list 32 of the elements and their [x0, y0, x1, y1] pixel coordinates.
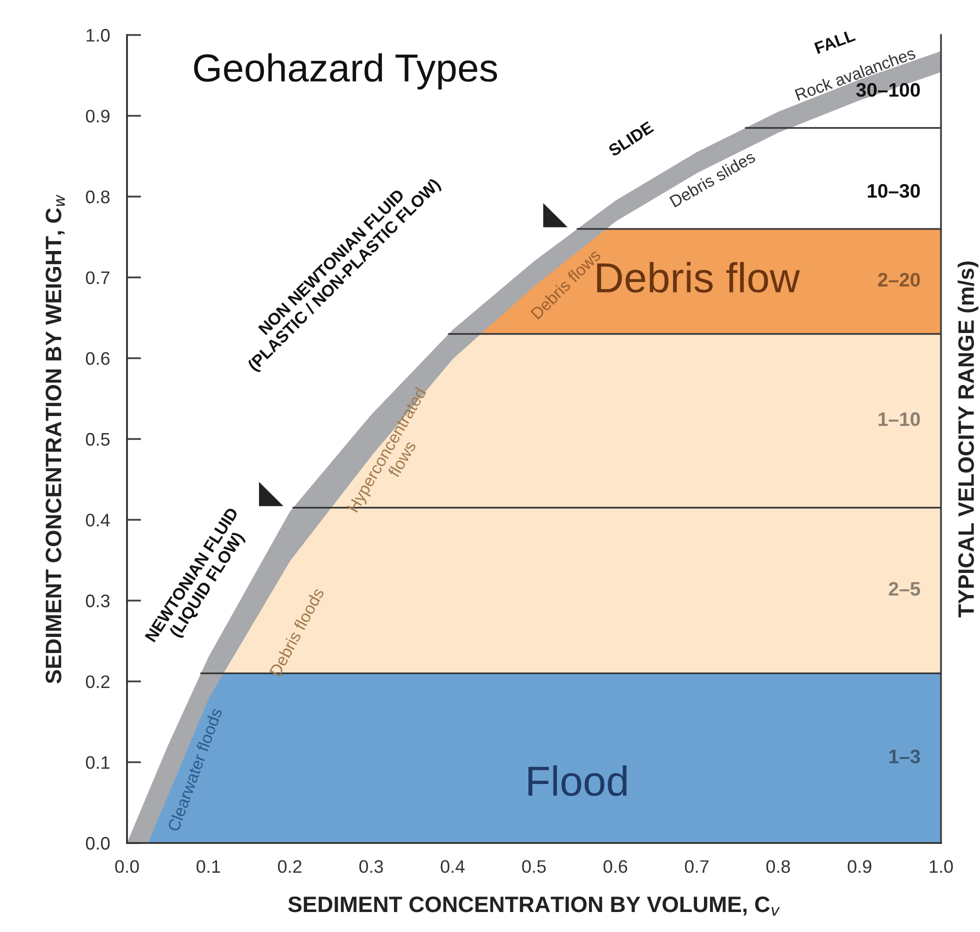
x-tick-label: 1.0: [930, 860, 953, 873]
y-tick-label: 0.3: [86, 594, 110, 608]
x-tick-label: 0.0: [115, 860, 139, 873]
band-label: 2–20: [878, 272, 920, 287]
y-tick-label: 0.6: [86, 352, 110, 365]
x-tick-label: 0.6: [604, 860, 628, 873]
y-tick-label: 0.2: [86, 675, 110, 688]
x-tick-label: 0.4: [440, 860, 465, 873]
y-tick-label: 0.1: [86, 756, 110, 769]
y2-axis-title: TYPICAL VELOCITY RANGE (m/s): [958, 261, 978, 618]
y-tick-label: 0.8: [86, 190, 110, 204]
x-tick-label: 0.2: [278, 860, 302, 873]
y-tick-label: 0.7: [86, 271, 110, 284]
band-label: 1–3: [889, 750, 920, 764]
y-tick-label: 0.4: [86, 514, 110, 527]
x-tick-label: 0.3: [359, 860, 383, 873]
x-tick-label: 0.5: [522, 860, 546, 873]
ref-line-label: 10–30: [868, 184, 920, 198]
x-tick-label: 0.7: [684, 860, 708, 873]
y-tick-label: 0.9: [86, 110, 110, 123]
y-tick-label: 0.5: [86, 432, 110, 446]
band-label: 2–5: [888, 582, 920, 596]
x-tick-label: 0.1: [196, 860, 220, 873]
x-tick-label: 0.9: [848, 860, 872, 873]
y-tick-label: 0.0: [86, 836, 110, 850]
x-axis-title: SEDIMENT CONCENTRATION BY VOLUME, C$_{v}$: [288, 896, 780, 916]
x-tick-label: 0.8: [766, 860, 790, 873]
y-axis-title: SEDIMENT CONCENTRATION BY WEIGHT, C$_{w}$: [46, 194, 65, 684]
y-tick-label: 1.0: [86, 28, 110, 42]
band-label: 1–10: [878, 412, 920, 426]
annotation: Flood: [528, 765, 627, 796]
chart-title: Geohazard Types: [194, 53, 498, 90]
